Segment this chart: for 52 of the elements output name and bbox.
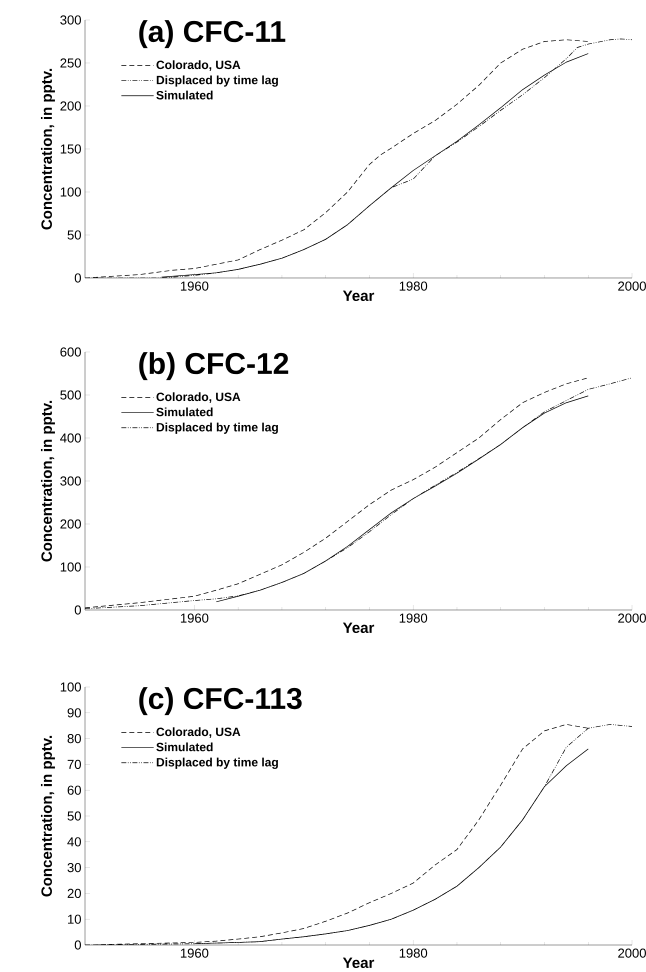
- x-tick-label: 1980: [400, 614, 428, 623]
- chart-title: (a) CFC-11: [139, 20, 286, 48]
- y-axis-title: Concentration, in pptv.: [40, 68, 55, 230]
- y-tick-label: 30: [68, 862, 81, 872]
- y-tick-label: 200: [60, 101, 81, 111]
- x-tick-label: 1980: [400, 948, 428, 958]
- x-tick-label: 1980: [400, 282, 428, 291]
- y-tick-label: 300: [60, 15, 81, 25]
- legend-label: Simulated: [156, 90, 213, 100]
- y-tick-label: 70: [68, 760, 81, 769]
- y-tick-label: 90: [68, 708, 81, 718]
- y-tick-label: 60: [68, 786, 81, 795]
- x-tick-label: 2000: [618, 282, 646, 291]
- y-tick-label: 10: [68, 914, 81, 924]
- y-tick-label: 100: [60, 562, 81, 572]
- x-tick-label: 1960: [180, 614, 208, 623]
- legend-label: Simulated: [156, 407, 213, 416]
- y-tick-label: 50: [68, 230, 81, 240]
- y-axis-title: Concentration, in pptv.: [40, 400, 55, 562]
- y-tick-label: 50: [68, 811, 81, 821]
- y-tick-label: 600: [60, 347, 81, 357]
- legend-label: Colorado, USA: [156, 392, 240, 403]
- y-tick-label: 0: [74, 940, 81, 950]
- y-tick-label: 250: [60, 58, 81, 68]
- x-axis-title: Year: [342, 622, 374, 634]
- chart-title: (c) CFC-113: [139, 687, 302, 716]
- x-tick-label: 2000: [618, 614, 646, 623]
- y-tick-label: 0: [74, 273, 81, 283]
- chart-title: (b) CFC-12: [139, 352, 288, 380]
- y-tick-label: 100: [60, 187, 81, 197]
- legend-label: Displaced by time lag: [156, 422, 278, 434]
- x-tick-label: 1960: [180, 948, 208, 958]
- y-tick-label: 150: [60, 144, 81, 154]
- y-tick-label: 400: [60, 433, 81, 443]
- legend-label: Displaced by time lag: [156, 758, 278, 769]
- y-tick-label: 20: [68, 888, 81, 898]
- x-tick-label: 2000: [618, 948, 646, 958]
- x-tick-label: 1960: [180, 282, 208, 291]
- y-tick-label: 200: [60, 519, 81, 529]
- x-axis-title: Year: [342, 290, 374, 302]
- y-tick-label: 500: [60, 390, 81, 400]
- legend-label: Displaced by time lag: [156, 75, 278, 87]
- legend-label: Colorado, USA: [156, 727, 240, 738]
- y-axis-title: Concentration, in pptv.: [40, 736, 55, 896]
- y-tick-label: 100: [60, 682, 81, 692]
- y-tick-label: 0: [74, 605, 81, 615]
- y-tick-label: 300: [60, 476, 81, 486]
- y-tick-label: 40: [67, 837, 81, 846]
- x-axis-title: Year: [342, 958, 374, 968]
- legend-label: Colorado, USA: [156, 60, 240, 71]
- legend-label: Simulated: [156, 742, 213, 752]
- y-tick-label: 80: [68, 734, 81, 744]
